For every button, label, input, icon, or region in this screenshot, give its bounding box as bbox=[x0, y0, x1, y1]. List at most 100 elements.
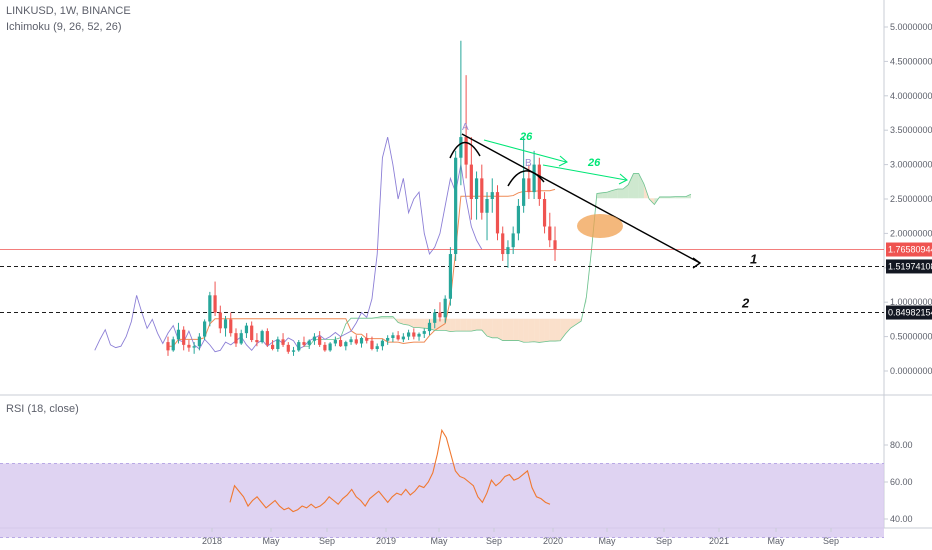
price-tag-label: 1.76580944 bbox=[888, 245, 932, 255]
cloud-segment bbox=[539, 318, 545, 343]
rsi-band bbox=[0, 463, 884, 538]
candle bbox=[286, 344, 290, 352]
projection-arrow-1[interactable] bbox=[483, 139, 567, 163]
trend-line[interactable] bbox=[461, 133, 701, 264]
cloud-segment bbox=[387, 316, 393, 319]
highlight-ellipse[interactable] bbox=[577, 214, 623, 238]
x-tick-label: May bbox=[598, 536, 616, 546]
cloud-segment bbox=[513, 318, 519, 341]
price-tag-label: 0.84982154 bbox=[888, 308, 932, 318]
candle bbox=[548, 226, 552, 241]
candle bbox=[166, 342, 170, 351]
candle bbox=[365, 337, 369, 341]
cloud-segment bbox=[633, 173, 639, 199]
candle bbox=[260, 331, 264, 343]
candle bbox=[474, 178, 479, 199]
candle bbox=[511, 233, 515, 248]
candle bbox=[527, 178, 531, 193]
candle bbox=[213, 295, 217, 313]
candle bbox=[542, 199, 547, 227]
x-tick-label: 2019 bbox=[376, 536, 396, 546]
drawing-tools[interactable]: 26 26 A B bbox=[449, 122, 702, 269]
cloud-segment bbox=[450, 318, 456, 332]
candle bbox=[344, 342, 348, 347]
candle bbox=[359, 337, 364, 344]
candle bbox=[417, 333, 421, 337]
chikou-line bbox=[94, 136, 483, 353]
rsi-tick-label: 80.00 bbox=[890, 440, 913, 450]
candle bbox=[187, 344, 191, 348]
price-tag bbox=[886, 305, 932, 320]
annotation-26-a: 26 bbox=[519, 131, 533, 143]
symbol-title: LINKUSD, 1W, BINANCE bbox=[6, 5, 131, 17]
candle bbox=[271, 344, 275, 349]
candle bbox=[448, 254, 453, 299]
candle bbox=[276, 339, 280, 349]
point-label-b: B bbox=[525, 158, 532, 169]
ichimoku-lines bbox=[94, 136, 692, 353]
level-label-2: 2 bbox=[741, 296, 750, 311]
arc-top-b[interactable] bbox=[507, 170, 545, 187]
candle bbox=[438, 312, 442, 318]
x-tick-label: 2018 bbox=[202, 536, 222, 546]
cloud-segment bbox=[544, 318, 550, 342]
candle bbox=[532, 164, 536, 193]
candle bbox=[265, 331, 269, 345]
candle bbox=[302, 342, 306, 345]
cloud-segment bbox=[492, 318, 498, 338]
span-a-line bbox=[303, 173, 692, 347]
cloud-segment bbox=[518, 318, 524, 343]
candle bbox=[370, 340, 374, 349]
candle bbox=[506, 247, 510, 255]
x-tick-label: Sep bbox=[319, 536, 335, 546]
candle bbox=[307, 340, 311, 345]
x-tick-label: Sep bbox=[823, 536, 839, 546]
cloud-segment bbox=[680, 196, 686, 199]
candle bbox=[176, 329, 181, 340]
candlesticks bbox=[166, 40, 557, 356]
candle bbox=[485, 199, 489, 213]
cloud-segment bbox=[607, 190, 613, 199]
ichimoku-label: Ichimoku (9, 26, 52, 26) bbox=[6, 21, 122, 33]
cloud-segment bbox=[455, 318, 461, 332]
cloud-segment bbox=[439, 318, 446, 331]
time-axis[interactable]: 2018 May Sep 2019 May Sep 2020 May Sep 2021 May Sep bbox=[202, 528, 839, 546]
cloud-segment bbox=[555, 318, 561, 342]
rsi-line bbox=[229, 428, 551, 513]
cloud-segment bbox=[481, 318, 488, 337]
candle bbox=[501, 233, 505, 255]
x-tick-label: May bbox=[767, 536, 785, 546]
candle bbox=[537, 164, 541, 199]
cloud-segment bbox=[570, 318, 576, 328]
candle bbox=[171, 339, 175, 351]
cloud-segment bbox=[565, 318, 571, 334]
x-tick-label: May bbox=[430, 536, 448, 546]
candle bbox=[244, 325, 249, 334]
trend-line-arrow bbox=[692, 257, 702, 269]
candle bbox=[323, 344, 327, 351]
candle bbox=[391, 335, 395, 338]
rsi-tick-label: 40.00 bbox=[890, 514, 913, 524]
candle bbox=[182, 329, 186, 345]
cloud-segment bbox=[507, 318, 514, 341]
arc-top-a[interactable] bbox=[449, 141, 481, 159]
candle bbox=[401, 336, 405, 340]
projection-arrow-2[interactable] bbox=[542, 164, 627, 181]
candle bbox=[516, 205, 521, 234]
cloud-segment bbox=[497, 318, 503, 341]
x-tick-label: Sep bbox=[486, 536, 502, 546]
cloud-segment bbox=[403, 318, 409, 326]
candle bbox=[197, 336, 201, 347]
projection-arrowhead-1 bbox=[558, 155, 568, 167]
candle bbox=[480, 178, 484, 213]
candle bbox=[386, 337, 390, 341]
